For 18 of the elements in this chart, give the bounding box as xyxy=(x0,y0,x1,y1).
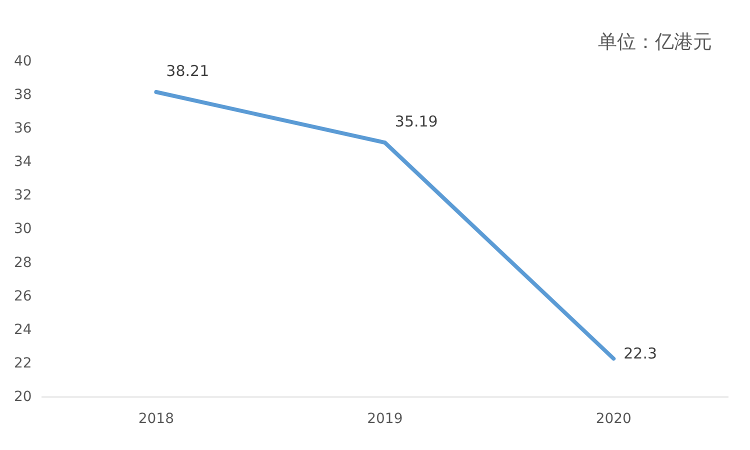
x-tick-label: 2018 xyxy=(138,411,174,428)
data-label: 38.21 xyxy=(166,62,210,80)
y-tick-label: 40 xyxy=(14,54,32,70)
y-tick-label: 26 xyxy=(14,288,32,304)
y-tick-label: 34 xyxy=(14,154,32,170)
x-tick-label: 2020 xyxy=(596,411,632,428)
y-tick-label: 36 xyxy=(14,120,32,137)
x-tick-label: 2019 xyxy=(367,411,403,428)
y-tick-label: 38 xyxy=(14,87,32,104)
data-label: 22.3 xyxy=(624,344,658,363)
y-tick-label: 20 xyxy=(14,388,32,405)
y-tick-label: 22 xyxy=(14,355,32,372)
y-tick-label: 30 xyxy=(14,221,32,238)
text: 单位：亿港元 xyxy=(598,30,712,53)
y-tick-label: 24 xyxy=(14,322,32,338)
data-label: 35.19 xyxy=(394,112,438,131)
y-tick-label: 32 xyxy=(14,188,32,204)
y-tick-label: 28 xyxy=(14,254,32,271)
